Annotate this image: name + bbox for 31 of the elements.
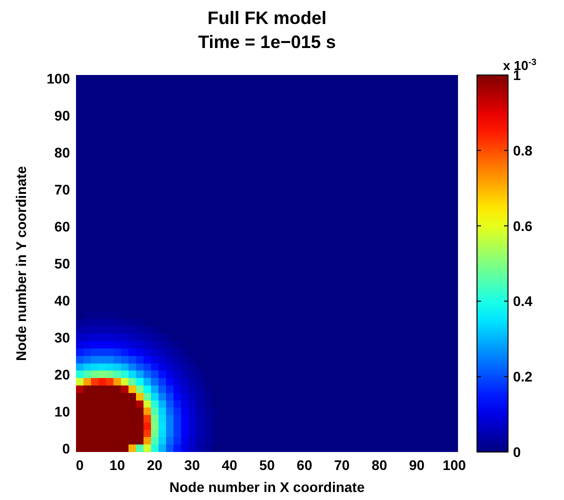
x-tick-label: 10 xyxy=(109,457,126,473)
chart-title: Full FK model xyxy=(208,8,326,28)
x-tick-label: 80 xyxy=(372,457,388,473)
x-tick-label: 30 xyxy=(184,457,200,473)
x-tick-label: 20 xyxy=(146,457,163,473)
x-tick-label: 40 xyxy=(222,457,238,473)
x-tick-label: 50 xyxy=(259,457,275,473)
y-tick-label: 30 xyxy=(54,329,70,346)
y-axis-title: Node number in Y coordinate xyxy=(13,166,29,361)
y-tick-label: 20 xyxy=(54,366,70,382)
x-axis-title: Node number in X coordinate xyxy=(169,479,365,495)
y-tick-label: 90 xyxy=(54,108,70,124)
color-bar-label: 0 xyxy=(513,444,521,460)
y-tick-label: 80 xyxy=(54,144,70,161)
color-bar-label: 0.4 xyxy=(513,293,533,310)
y-tick-label: 50 xyxy=(54,256,70,272)
x-tick-label: 90 xyxy=(409,457,425,473)
y-tick-label: 70 xyxy=(54,182,70,198)
color-bar-label: 0.8 xyxy=(513,142,533,158)
x-tick-label: 0 xyxy=(76,457,84,473)
chart-subtitle: Time = 1e−015 s xyxy=(198,32,336,52)
x-tick-label: 60 xyxy=(296,457,312,473)
y-tick-label: 0 xyxy=(62,440,70,456)
color-bar-label: 0.2 xyxy=(513,368,533,385)
x-tick-label: 70 xyxy=(334,457,350,473)
y-tick-label: 60 xyxy=(54,218,70,235)
y-tick-label: 10 xyxy=(54,403,70,420)
x-tick-label: 100 xyxy=(442,457,466,473)
y-tick-label: 40 xyxy=(54,292,70,308)
y-tick-label: 100 xyxy=(46,70,70,87)
color-bar-label: 0.6 xyxy=(513,218,533,234)
